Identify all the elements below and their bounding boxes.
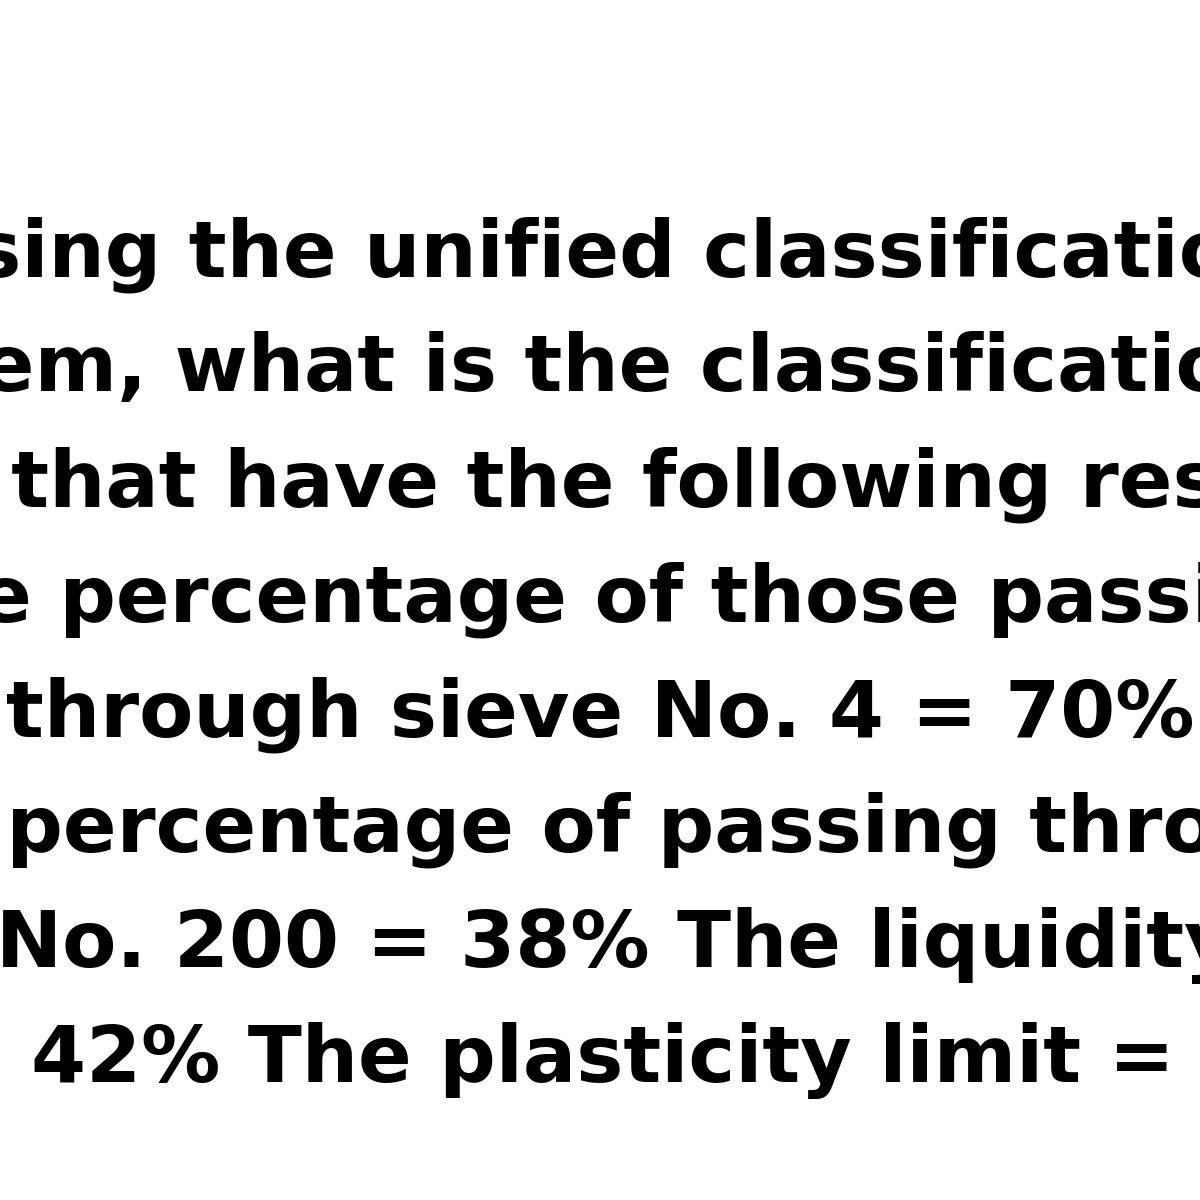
Text: The percentage of those passing: The percentage of those passing [0,562,1200,638]
Text: soils that have the following results:: soils that have the following results: [0,446,1200,523]
Text: Using the unified classification: Using the unified classification [0,216,1200,293]
Text: sieve No. 200 = 38% The liquidity limit: sieve No. 200 = 38% The liquidity limit [0,907,1200,984]
Text: LL = 42% The plasticity limit = 26%: LL = 42% The plasticity limit = 26% [0,1022,1200,1099]
Text: through sieve No. 4 = 70%: through sieve No. 4 = 70% [6,677,1194,754]
Text: The percentage of passing through: The percentage of passing through [0,792,1200,869]
Text: system, what is the classification of: system, what is the classification of [0,331,1200,408]
